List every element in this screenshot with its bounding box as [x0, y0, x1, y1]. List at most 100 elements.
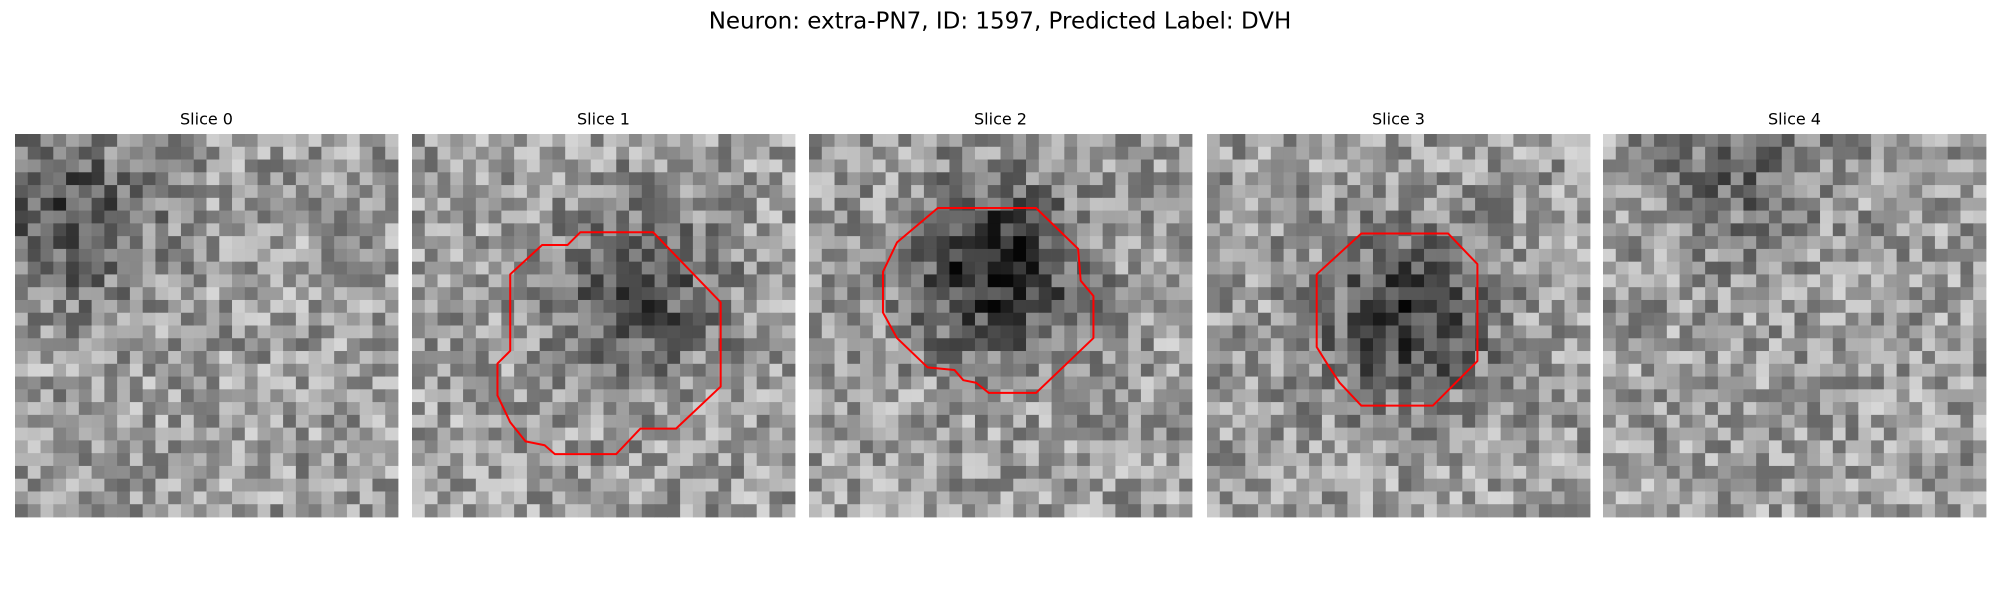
pixel	[1526, 236, 1540, 250]
pixel	[821, 197, 835, 211]
pixel	[359, 197, 373, 211]
pixel	[1526, 363, 1540, 377]
pixel	[1756, 299, 1770, 314]
pixel	[1334, 325, 1348, 339]
pixel	[885, 299, 899, 314]
pixel	[552, 223, 566, 237]
pixel	[1179, 491, 1193, 505]
pixel	[1309, 223, 1323, 237]
pixel	[1973, 248, 1987, 263]
pixel	[1424, 389, 1438, 403]
pixel	[206, 389, 220, 403]
pixel	[974, 427, 989, 441]
pixel	[334, 236, 348, 250]
pixel	[1641, 287, 1655, 301]
pixel	[437, 363, 451, 377]
pixel	[1207, 134, 1221, 148]
pixel	[1064, 376, 1078, 390]
pixel	[1551, 325, 1565, 339]
pixel	[244, 146, 258, 160]
pixel	[641, 465, 655, 480]
pixel	[860, 236, 874, 250]
pixel	[1436, 197, 1450, 211]
pixel	[1654, 351, 1668, 365]
pixel	[463, 146, 477, 160]
pixel	[936, 325, 950, 339]
pixel	[78, 172, 92, 186]
pixel	[1538, 427, 1553, 441]
pixel	[898, 274, 912, 288]
pixel	[40, 223, 54, 237]
pixel	[129, 363, 144, 377]
pixel	[1207, 299, 1221, 314]
pixel	[15, 172, 29, 186]
pixel	[180, 402, 195, 416]
pixel	[1013, 146, 1027, 160]
pixel	[603, 338, 617, 352]
pixel	[1000, 274, 1014, 288]
pixel	[270, 274, 284, 288]
pixel	[1896, 236, 1910, 250]
pixel	[885, 261, 899, 275]
pixel	[1000, 185, 1014, 199]
pixel	[463, 261, 477, 275]
pixel	[1153, 287, 1167, 301]
pixel	[590, 440, 604, 454]
pixel	[1245, 376, 1259, 390]
pixel	[244, 223, 258, 237]
pixel	[539, 427, 553, 441]
pixel	[1679, 248, 1693, 263]
pixel	[334, 172, 348, 186]
pixel	[1232, 440, 1246, 454]
pixel	[1896, 287, 1910, 301]
pixel	[526, 159, 541, 173]
pixel	[53, 274, 67, 288]
pixel	[91, 414, 105, 429]
pixel	[936, 504, 950, 518]
pixel	[1883, 414, 1898, 429]
pixel	[731, 338, 745, 352]
pixel	[1807, 389, 1821, 403]
pixel	[1934, 312, 1949, 326]
pixel	[1089, 261, 1104, 275]
pixel	[1038, 491, 1052, 505]
pixel	[847, 376, 861, 390]
pixel	[129, 338, 144, 352]
pixel	[1500, 325, 1514, 339]
pixel	[987, 440, 1001, 454]
pixel	[1462, 210, 1476, 224]
pixel	[1179, 248, 1193, 263]
pixel	[463, 427, 477, 441]
pixel	[1309, 351, 1323, 365]
pixel	[501, 325, 515, 339]
pixel	[232, 440, 246, 454]
pixel	[641, 363, 655, 377]
pixel	[1832, 363, 1846, 377]
pixel	[962, 440, 976, 454]
pixel	[1730, 440, 1744, 454]
pixel	[1730, 261, 1744, 275]
pixel	[437, 338, 451, 352]
pixel	[1960, 287, 1974, 301]
pixel	[1820, 389, 1834, 403]
pixel	[1245, 440, 1259, 454]
pixel	[898, 236, 912, 250]
pixel	[1768, 351, 1783, 365]
pixel	[385, 478, 399, 492]
pixel	[168, 504, 182, 518]
pixel	[1615, 185, 1629, 199]
pixel	[1666, 414, 1680, 429]
pixel	[705, 236, 719, 250]
pixel	[1051, 146, 1065, 160]
contour-group	[1317, 233, 1478, 405]
pixel	[1871, 185, 1885, 199]
pixel	[769, 325, 783, 339]
pixel	[616, 325, 630, 339]
pixel	[1398, 478, 1412, 492]
pixel	[244, 376, 258, 390]
pixel	[1666, 427, 1680, 441]
pixel	[359, 172, 373, 186]
pixel	[1051, 312, 1065, 326]
pixel	[334, 210, 348, 224]
pixel	[1334, 427, 1348, 441]
